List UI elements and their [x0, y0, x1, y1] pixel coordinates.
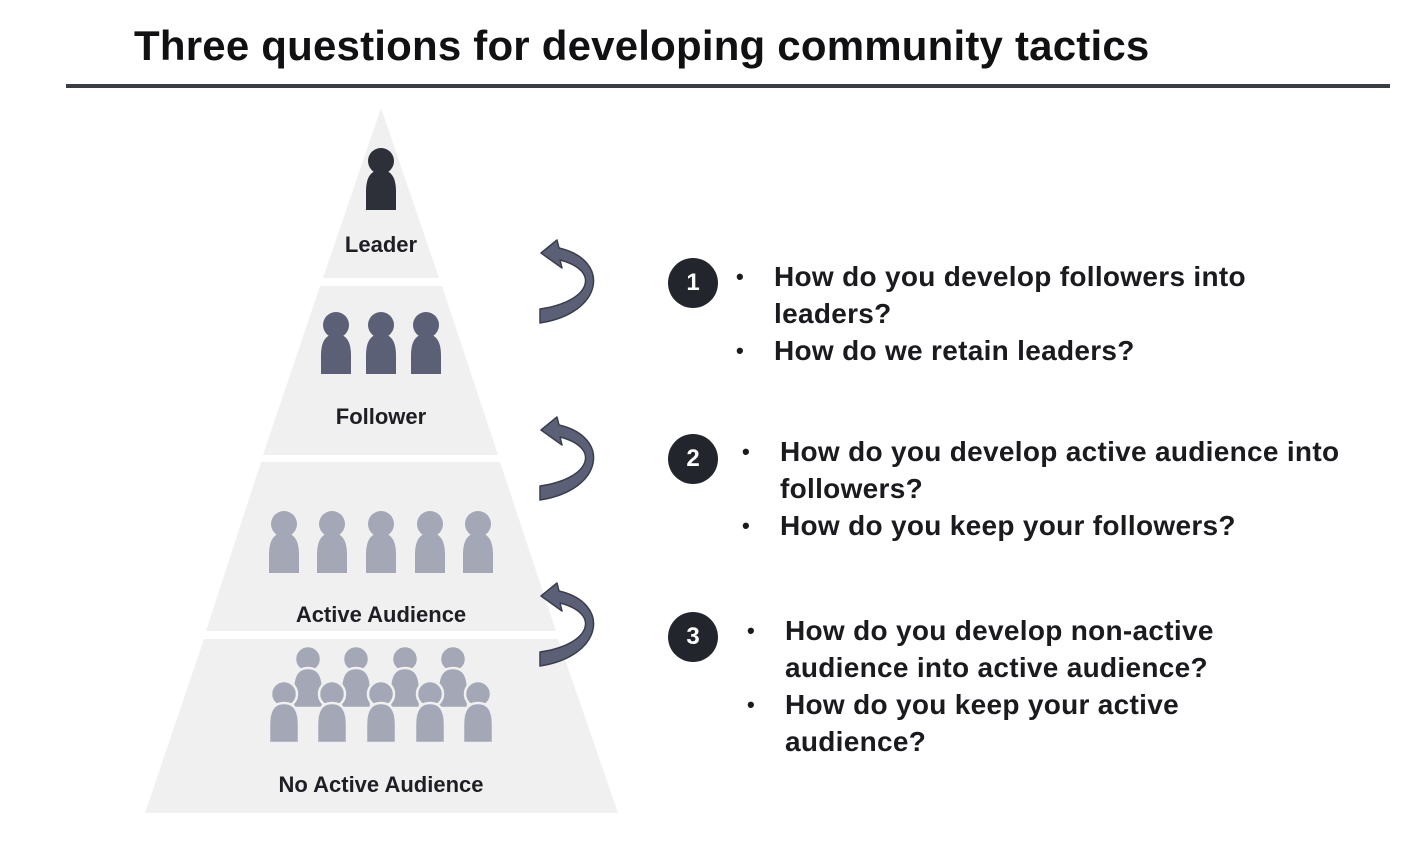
- number-badge: 1: [668, 258, 718, 308]
- question-list: How do you develop active audience into …: [742, 433, 1352, 544]
- follower-person-icon: [321, 312, 351, 374]
- tier-label-no-active-audience: No Active Audience: [279, 772, 484, 797]
- no-active-audience-person-icon: [293, 646, 323, 708]
- no-active-audience-person-icon: [366, 681, 396, 743]
- question-item: How do we retain leaders?: [736, 332, 1296, 369]
- question-item: How do you keep your followers?: [742, 507, 1352, 544]
- active-audience-person-icon: [366, 511, 396, 573]
- title-divider: [66, 84, 1390, 88]
- follower-person-icons: [321, 312, 441, 374]
- curved-up-arrow-icon: [539, 416, 595, 501]
- page-title: Three questions for developing community…: [134, 22, 1150, 69]
- number-badge: 2: [668, 434, 718, 484]
- question-item: How do you keep your active audience?: [747, 686, 1267, 760]
- tier-label-follower: Follower: [336, 404, 427, 429]
- tier-label-leader: Leader: [345, 232, 418, 257]
- curved-up-arrow-icon: [539, 239, 595, 324]
- active-audience-person-icon: [463, 511, 493, 573]
- question-list: How do you develop followers into leader…: [736, 258, 1296, 369]
- curved-up-arrow-icon: [539, 582, 595, 667]
- no-active-audience-person-icon: [390, 646, 420, 708]
- question-item: How do you develop non-active audience i…: [747, 612, 1267, 686]
- question-item: How do you develop followers into leader…: [736, 258, 1296, 332]
- question-list: How do you develop non-active audience i…: [747, 612, 1267, 760]
- active-audience-person-icon: [415, 511, 445, 573]
- active-audience-person-icon: [317, 511, 347, 573]
- tier-label-active-audience: Active Audience: [296, 602, 466, 627]
- leader-person-icon: [366, 148, 396, 210]
- number-badge: 3: [668, 612, 718, 662]
- follower-person-icon: [411, 312, 441, 374]
- no-active-audience-person-icon: [415, 681, 445, 743]
- question-item: How do you develop active audience into …: [742, 433, 1352, 507]
- no-active-audience-person-icon: [463, 681, 493, 743]
- no-active-audience-person-icon: [341, 646, 371, 708]
- no-active-audience-person-icon: [269, 681, 299, 743]
- active-audience-person-icon: [269, 511, 299, 573]
- no-active-audience-person-icon: [317, 681, 347, 743]
- follower-person-icon: [366, 312, 396, 374]
